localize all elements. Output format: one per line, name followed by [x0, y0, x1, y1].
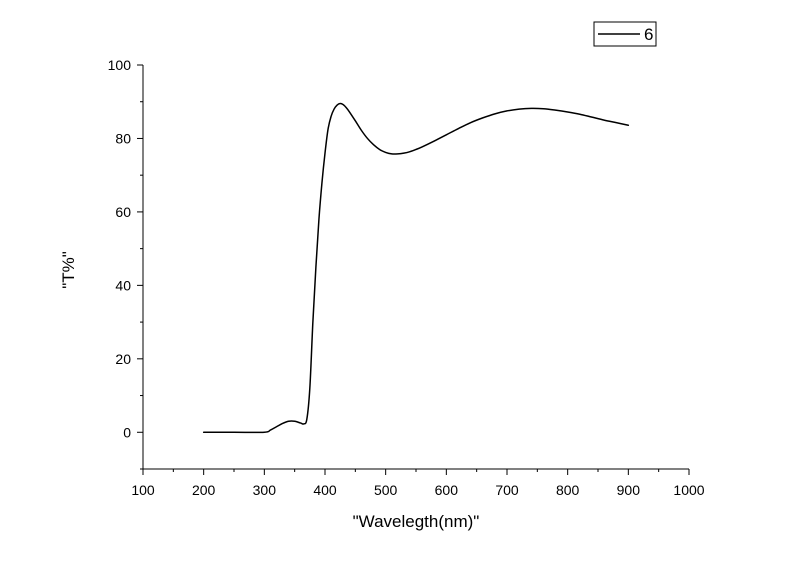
- y-tick-label: 40: [115, 277, 131, 293]
- x-axis-title: "Wavelegth(nm)": [353, 512, 480, 531]
- x-tick-label: 900: [617, 482, 641, 498]
- x-tick-label: 1000: [673, 482, 704, 498]
- x-tick-label: 700: [495, 482, 519, 498]
- x-tick-label: 500: [374, 482, 398, 498]
- y-tick-label: 60: [115, 204, 131, 220]
- y-tick-label: 80: [115, 130, 131, 146]
- series-line-6: [202, 102, 630, 434]
- x-tick-label: 100: [131, 482, 155, 498]
- x-tick-label: 300: [253, 482, 277, 498]
- legend-entry-label: 6: [644, 25, 653, 44]
- y-tick-label: 100: [108, 57, 132, 73]
- y-axis-title: "T%": [59, 251, 78, 289]
- x-tick-label: 800: [556, 482, 580, 498]
- axes: 100 200 300 400 500 600 700 800 900 1000 0 20 40 60 80…: [108, 57, 705, 498]
- y-tick-label: 0: [123, 424, 131, 440]
- y-tick-label: 20: [115, 351, 131, 367]
- x-tick-label: 600: [435, 482, 459, 498]
- legend: 6: [593, 21, 657, 47]
- x-tick-label: 400: [313, 482, 337, 498]
- x-tick-label: 200: [192, 482, 216, 498]
